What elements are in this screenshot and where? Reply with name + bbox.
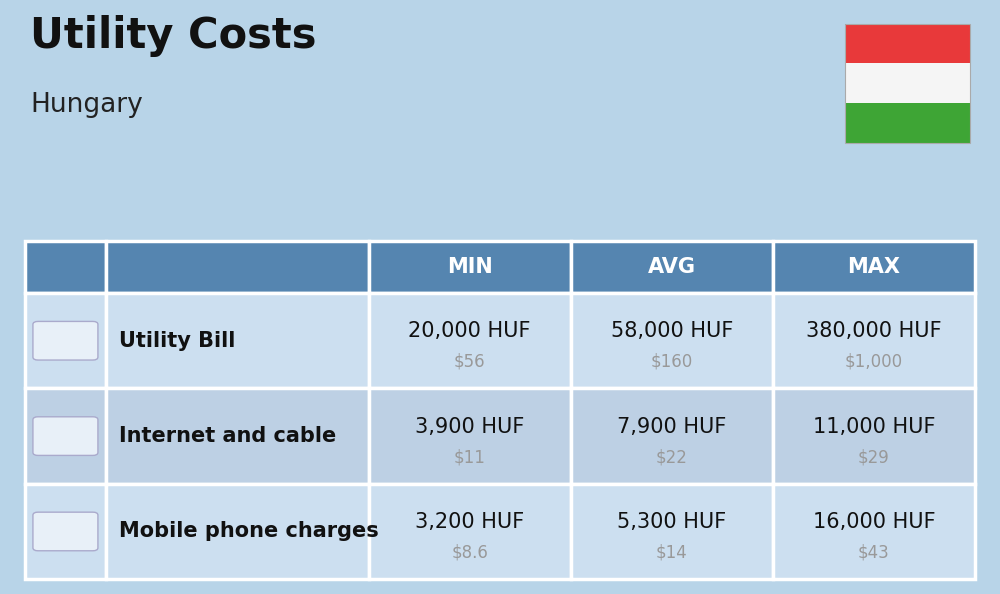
- FancyBboxPatch shape: [845, 64, 970, 103]
- FancyBboxPatch shape: [571, 484, 773, 579]
- FancyBboxPatch shape: [33, 512, 98, 551]
- Text: $11: $11: [454, 448, 486, 466]
- Text: 7,900 HUF: 7,900 HUF: [617, 416, 726, 437]
- Text: $43: $43: [858, 544, 890, 561]
- Text: MIN: MIN: [447, 257, 493, 277]
- Text: MAX: MAX: [847, 257, 900, 277]
- Text: 16,000 HUF: 16,000 HUF: [813, 512, 935, 532]
- Text: Hungary: Hungary: [30, 92, 143, 118]
- FancyBboxPatch shape: [845, 24, 970, 64]
- Text: 3,200 HUF: 3,200 HUF: [415, 512, 524, 532]
- FancyBboxPatch shape: [106, 388, 369, 484]
- Text: 380,000 HUF: 380,000 HUF: [806, 321, 942, 341]
- FancyBboxPatch shape: [25, 484, 106, 579]
- Text: Internet and cable: Internet and cable: [119, 426, 336, 446]
- Text: 5,300 HUF: 5,300 HUF: [617, 512, 726, 532]
- Text: $14: $14: [656, 544, 688, 561]
- FancyBboxPatch shape: [25, 388, 106, 484]
- FancyBboxPatch shape: [106, 484, 369, 579]
- Text: $29: $29: [858, 448, 890, 466]
- Text: $56: $56: [454, 353, 485, 371]
- FancyBboxPatch shape: [106, 293, 369, 388]
- Text: $160: $160: [651, 353, 693, 371]
- FancyBboxPatch shape: [773, 241, 975, 293]
- FancyBboxPatch shape: [571, 388, 773, 484]
- Text: AVG: AVG: [648, 257, 696, 277]
- FancyBboxPatch shape: [773, 484, 975, 579]
- Text: $22: $22: [656, 448, 688, 466]
- FancyBboxPatch shape: [25, 293, 106, 388]
- FancyBboxPatch shape: [33, 417, 98, 456]
- FancyBboxPatch shape: [369, 241, 571, 293]
- Text: 3,900 HUF: 3,900 HUF: [415, 416, 524, 437]
- FancyBboxPatch shape: [106, 241, 369, 293]
- FancyBboxPatch shape: [369, 484, 571, 579]
- Text: Mobile phone charges: Mobile phone charges: [119, 522, 379, 542]
- Text: 20,000 HUF: 20,000 HUF: [408, 321, 531, 341]
- Text: $8.6: $8.6: [451, 544, 488, 561]
- FancyBboxPatch shape: [33, 321, 98, 360]
- FancyBboxPatch shape: [571, 241, 773, 293]
- Text: $1,000: $1,000: [845, 353, 903, 371]
- Text: Utility Bill: Utility Bill: [119, 331, 235, 350]
- Text: Utility Costs: Utility Costs: [30, 15, 316, 57]
- FancyBboxPatch shape: [369, 293, 571, 388]
- FancyBboxPatch shape: [845, 103, 970, 143]
- FancyBboxPatch shape: [369, 388, 571, 484]
- FancyBboxPatch shape: [773, 293, 975, 388]
- FancyBboxPatch shape: [773, 388, 975, 484]
- Text: 11,000 HUF: 11,000 HUF: [813, 416, 935, 437]
- Text: 58,000 HUF: 58,000 HUF: [611, 321, 733, 341]
- FancyBboxPatch shape: [571, 293, 773, 388]
- FancyBboxPatch shape: [25, 241, 106, 293]
